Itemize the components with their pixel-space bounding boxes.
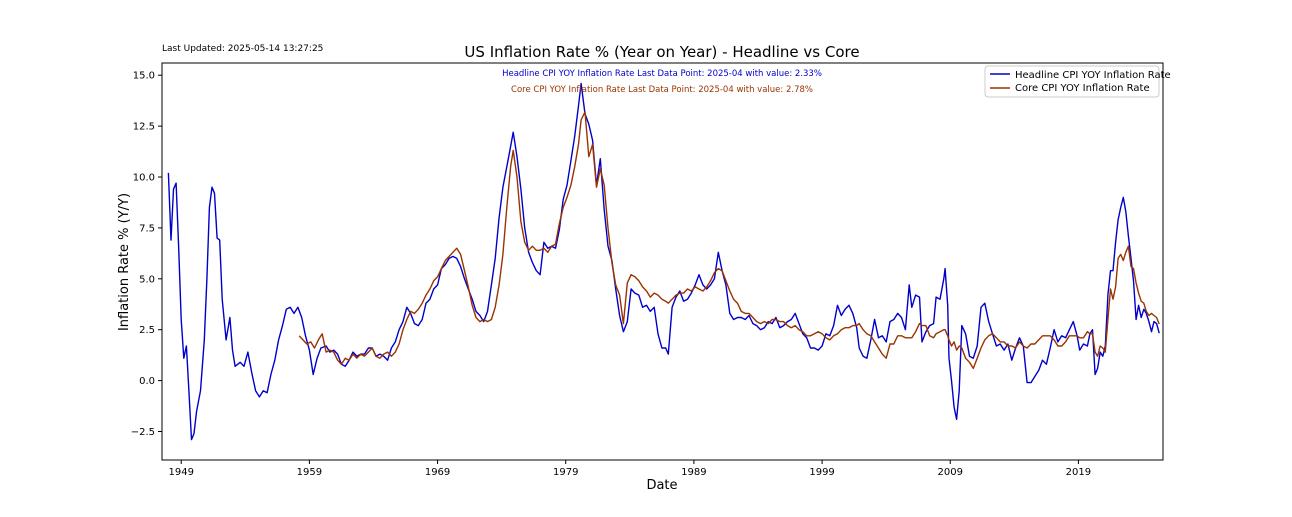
y-tick-label: 2.5 xyxy=(139,325,155,336)
legend-box xyxy=(984,65,1160,98)
x-tick-label: 1959 xyxy=(297,467,322,478)
y-tick-label: 12.5 xyxy=(133,122,155,133)
y-tick-label: 0.0 xyxy=(139,376,155,387)
x-tick-label: 2019 xyxy=(1066,467,1091,478)
x-tick-label: 1999 xyxy=(809,467,834,478)
x-axis-label: Date xyxy=(646,478,677,493)
x-tick-label: 1979 xyxy=(553,467,578,478)
x-tick-label: 1969 xyxy=(425,467,450,478)
y-axis-label: Inflation Rate % (Y/Y) xyxy=(117,193,132,331)
plot-frame xyxy=(161,62,1164,461)
x-tick-label: 2009 xyxy=(938,467,963,478)
chart-title: US Inflation Rate % (Year on Year) - Hea… xyxy=(464,43,859,61)
core-last-point-note: Core CPI YOY Inflation Rate Last Data Po… xyxy=(511,85,813,95)
y-tick-label: −2.5 xyxy=(131,427,155,438)
headline-series-line xyxy=(167,82,1160,441)
legend: Headline CPI YOY Inflation Rate Core CPI… xyxy=(984,65,1171,98)
y-tick-label: 15.0 xyxy=(133,71,155,82)
core-series-line xyxy=(298,111,1160,370)
headline-last-point-note: Headline CPI YOY Inflation Rate Last Dat… xyxy=(502,69,822,79)
last-updated-label: Last Updated: 2025-05-14 13:27:25 xyxy=(162,44,324,54)
legend-label-core: Core CPI YOY Inflation Rate xyxy=(1015,83,1150,94)
y-tick-label: 10.0 xyxy=(133,173,155,184)
y-tick-label: 5.0 xyxy=(139,274,155,285)
y-tick-label: 7.5 xyxy=(139,223,155,234)
legend-label-headline: Headline CPI YOY Inflation Rate xyxy=(1015,70,1171,81)
x-tick-label: 1989 xyxy=(681,467,706,478)
x-tick-label: 1949 xyxy=(168,467,193,478)
